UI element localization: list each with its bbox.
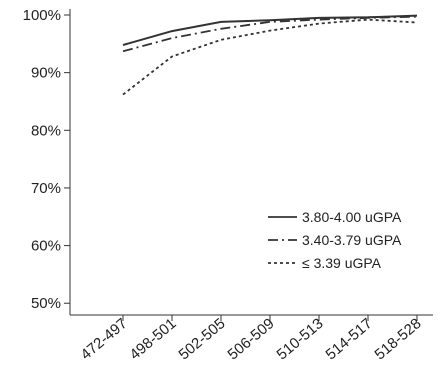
x-tick-label: 506-509 (224, 315, 277, 363)
y-tick-label: 50% (31, 295, 61, 312)
legend-label: 3.40-3.79 uGPA (302, 232, 402, 248)
x-tick-label: 510-513 (273, 315, 326, 363)
series-line (122, 18, 418, 96)
x-tick-label: 498-501 (126, 315, 179, 363)
x-tick-label: 502-505 (175, 315, 228, 363)
x-tick-label: 518-528 (371, 315, 424, 363)
x-tick-label: 472-497 (77, 315, 130, 363)
series-line (122, 15, 418, 53)
legend-label: ≤ 3.39 uGPA (302, 255, 382, 271)
x-tick-label: 514-517 (322, 315, 375, 363)
y-tick-label: 90% (31, 65, 61, 82)
y-axis: 50% 60% 70% 80% 90% 100% (23, 7, 71, 315)
y-tick-label: 60% (31, 238, 61, 255)
y-tick-label: 70% (31, 180, 61, 197)
series-lines (122, 14, 418, 96)
legend-label: 3.80-4.00 uGPA (302, 209, 402, 225)
y-tick-label: 100% (23, 7, 61, 24)
legend: 3.80-4.00 uGPA 3.40-3.79 uGPA ≤ 3.39 uGPA (268, 209, 402, 271)
x-axis: 472-497498-501502-505506-509510-513514-5… (70, 314, 433, 363)
y-tick-label: 80% (31, 122, 61, 139)
